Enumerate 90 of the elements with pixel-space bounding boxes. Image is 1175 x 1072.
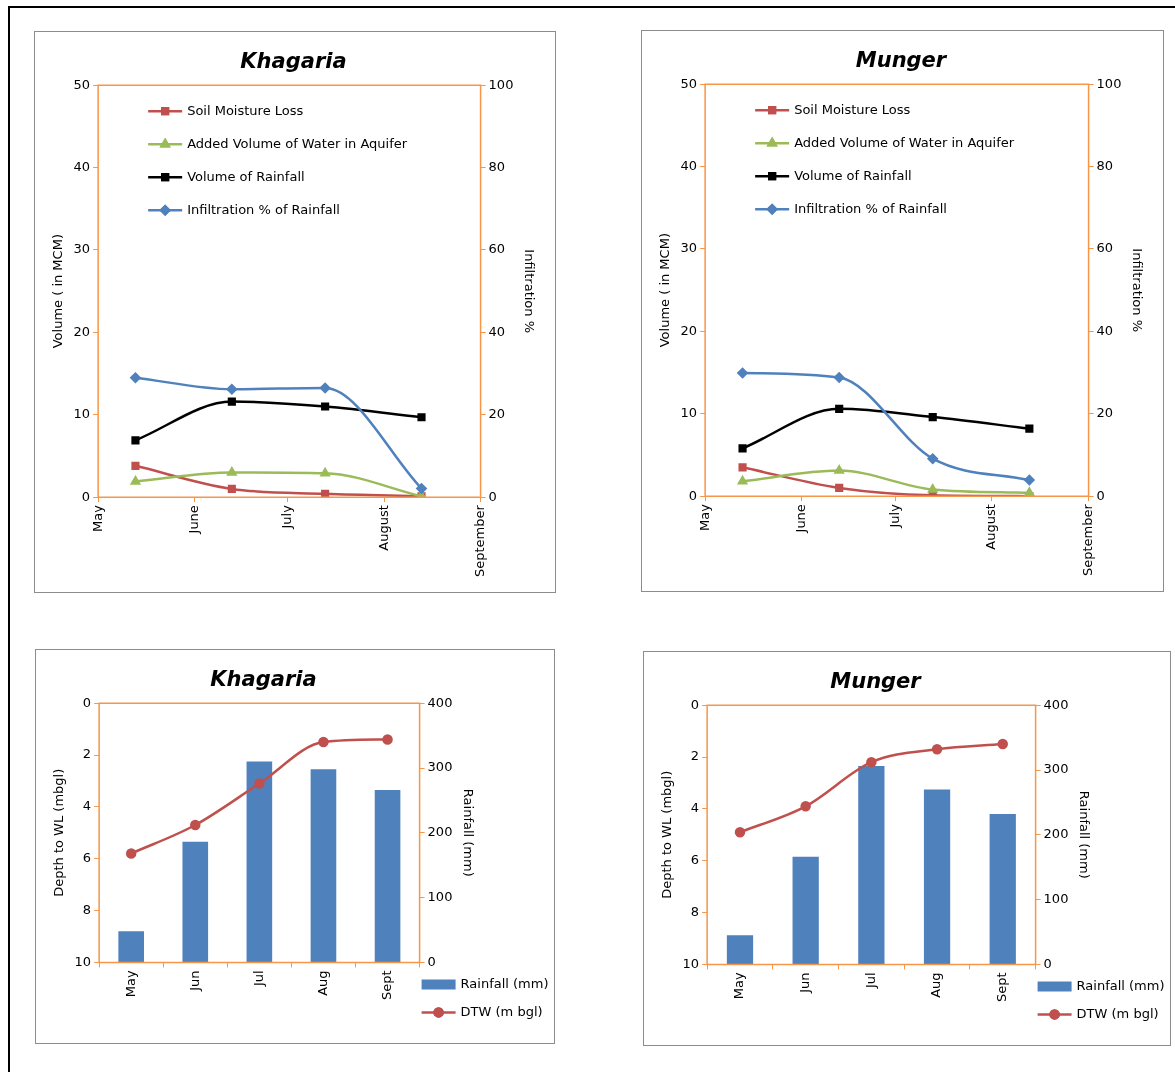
y-tick-label: 50 bbox=[73, 76, 91, 92]
legend-label: Volume of Rainfall bbox=[794, 167, 912, 183]
y2-tick-label: 200 bbox=[1043, 826, 1069, 842]
x-tick-label: Sept bbox=[378, 970, 394, 1001]
y2-tick-label: 300 bbox=[427, 759, 453, 775]
x-tick-label: September bbox=[471, 504, 487, 577]
x-tick-label: Aug bbox=[928, 972, 944, 998]
y-tick-label: 0 bbox=[81, 488, 91, 504]
chart-title: Khagaria bbox=[240, 49, 347, 74]
x-tick-label: Jun bbox=[797, 972, 813, 994]
y2-tick-label: 60 bbox=[488, 241, 506, 257]
y2-axis-title: Rainfall (mm) bbox=[1076, 790, 1092, 879]
y-tick-label: 6 bbox=[82, 850, 92, 866]
y-tick-label: 50 bbox=[680, 75, 698, 91]
x-tick-label: June bbox=[185, 505, 201, 535]
y-tick-label: 2 bbox=[690, 748, 700, 764]
x-tick-label: Jul bbox=[250, 970, 266, 988]
y-axis-title: Depth to WL (mbgl) bbox=[51, 768, 67, 897]
legend-label: Added Volume of Water in Aquifer bbox=[794, 134, 1015, 150]
chart-title: Munger bbox=[830, 669, 923, 694]
y-axis-title: Volume ( in MCM) bbox=[657, 233, 673, 348]
y2-tick-label: 20 bbox=[1096, 405, 1114, 421]
y-tick-label: 2 bbox=[82, 746, 92, 762]
x-tick-label: May bbox=[731, 972, 747, 1000]
x-tick-label: May bbox=[122, 970, 138, 998]
y-tick-label: 10 bbox=[680, 405, 698, 421]
y-tick-label: 0 bbox=[688, 487, 698, 503]
y2-tick-label: 100 bbox=[1043, 890, 1069, 906]
chart-title: Munger bbox=[855, 48, 948, 73]
y2-axis-title: Infiltration % bbox=[1129, 248, 1145, 333]
y-tick-label: 6 bbox=[690, 852, 700, 868]
y-tick-label: 40 bbox=[73, 158, 91, 174]
x-tick-label: August bbox=[375, 505, 391, 551]
chart-title: Khagaria bbox=[210, 667, 317, 692]
y2-tick-label: 80 bbox=[1096, 157, 1114, 173]
y-tick-label: 20 bbox=[73, 323, 91, 339]
x-tick-label: September bbox=[1079, 503, 1095, 576]
y2-tick-label: 100 bbox=[488, 76, 514, 92]
y2-tick-label: 0 bbox=[1043, 955, 1052, 971]
y-tick-label: 20 bbox=[680, 322, 698, 338]
y2-tick-label: 300 bbox=[1043, 761, 1069, 777]
x-tick-label: Aug bbox=[314, 970, 330, 996]
y-tick-label: 10 bbox=[73, 406, 91, 422]
legend-label: Soil Moisture Loss bbox=[794, 101, 911, 117]
y-tick-label: 30 bbox=[73, 241, 91, 257]
y2-tick-label: 200 bbox=[427, 824, 453, 840]
y-tick-label: 4 bbox=[690, 800, 700, 816]
y2-tick-label: 100 bbox=[427, 888, 453, 904]
y-tick-label: 8 bbox=[690, 903, 700, 919]
legend-label: Soil Moisture Loss bbox=[187, 102, 304, 118]
x-tick-label: June bbox=[793, 504, 809, 534]
y-axis-title: Volume ( in MCM) bbox=[50, 234, 66, 349]
y2-tick-label: 80 bbox=[488, 158, 506, 174]
y2-axis-title: Infiltration % bbox=[521, 249, 537, 334]
legend-label: Infiltration % of Rainfall bbox=[187, 201, 340, 217]
y2-tick-label: 60 bbox=[1096, 240, 1114, 256]
y2-tick-label: 400 bbox=[1043, 696, 1069, 712]
x-tick-label: May bbox=[89, 504, 105, 533]
y2-tick-label: 40 bbox=[1096, 322, 1114, 338]
y-axis-title: Depth to WL (mbgl) bbox=[659, 770, 675, 899]
y-tick-label: 4 bbox=[82, 798, 92, 814]
legend-label: Infiltration % of Rainfall bbox=[794, 200, 947, 216]
y-tick-label: 30 bbox=[680, 240, 698, 256]
legend-label: Volume of Rainfall bbox=[187, 168, 305, 184]
x-tick-label: Jul bbox=[862, 972, 878, 990]
legend-label: Added Volume of Water in Aquifer bbox=[187, 135, 408, 151]
y2-tick-label: 0 bbox=[427, 953, 436, 969]
x-tick-label: May bbox=[696, 503, 712, 532]
y-tick-label: 0 bbox=[690, 696, 700, 712]
legend-label: DTW (m bgl) bbox=[1076, 1005, 1159, 1021]
y-tick-label: 40 bbox=[680, 157, 698, 173]
x-tick-label: July bbox=[279, 504, 295, 530]
y-tick-label: 10 bbox=[682, 955, 700, 971]
y2-axis-title: Rainfall (mm) bbox=[460, 788, 476, 877]
x-tick-label: July bbox=[886, 503, 902, 529]
x-tick-label: Jun bbox=[186, 970, 202, 992]
y-tick-label: 8 bbox=[82, 901, 92, 917]
legend-label: Rainfall (mm) bbox=[1076, 977, 1165, 993]
legend-label: DTW (m bgl) bbox=[460, 1003, 543, 1019]
y2-tick-label: 0 bbox=[488, 488, 497, 504]
y2-tick-label: 0 bbox=[1096, 487, 1105, 503]
y2-tick-label: 20 bbox=[488, 406, 506, 422]
y2-tick-label: 40 bbox=[488, 323, 506, 339]
y2-tick-label: 100 bbox=[1096, 75, 1122, 91]
legend-label: Rainfall (mm) bbox=[460, 975, 549, 991]
x-tick-label: Sept bbox=[994, 972, 1010, 1003]
y-tick-label: 10 bbox=[74, 953, 92, 969]
y-tick-label: 0 bbox=[82, 694, 92, 710]
x-tick-label: August bbox=[983, 504, 999, 550]
y2-tick-label: 400 bbox=[427, 694, 453, 710]
